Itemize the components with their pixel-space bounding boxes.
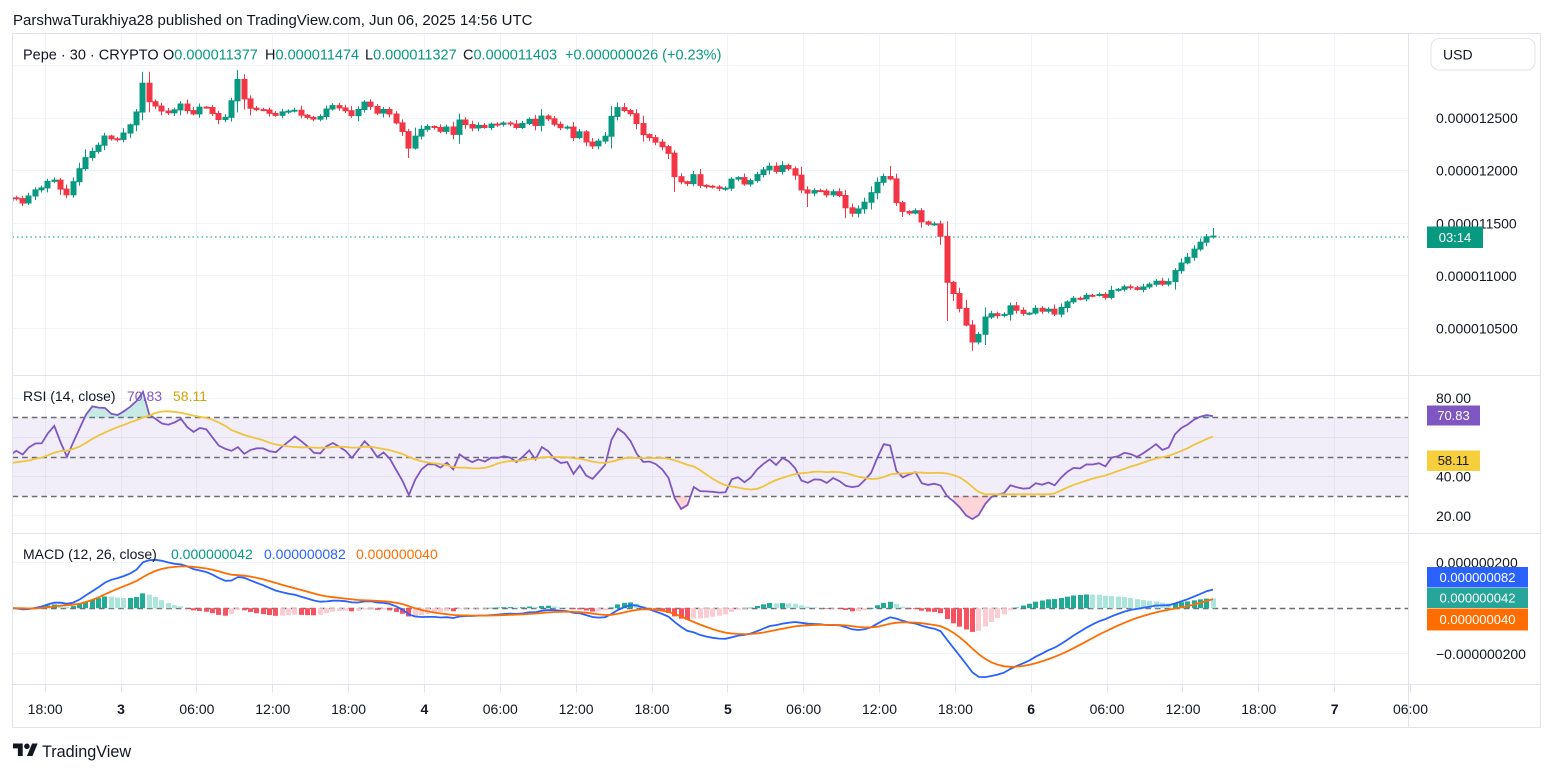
svg-text:0.000000042: 0.000000042: [1440, 591, 1516, 606]
svg-text:4: 4: [421, 701, 429, 717]
svg-text:6: 6: [1027, 701, 1035, 717]
svg-text:0.000011000: 0.000011000: [1436, 268, 1517, 284]
svg-text:USD: USD: [1443, 47, 1473, 63]
svg-text:18:00: 18:00: [28, 701, 63, 717]
svg-text:12:00: 12:00: [559, 701, 594, 717]
svg-text:0.000000082: 0.000000082: [1440, 570, 1516, 585]
svg-text:3: 3: [117, 701, 125, 717]
svg-text:12:00: 12:00: [255, 701, 290, 717]
svg-text:18:00: 18:00: [938, 701, 973, 717]
svg-text:06:00: 06:00: [483, 701, 518, 717]
svg-text:40.00: 40.00: [1436, 469, 1471, 485]
svg-text:TradingView: TradingView: [42, 743, 131, 761]
svg-text:MACD (12, 26, close)0.00000004: MACD (12, 26, close) 0.000000042 0.0000000…: [23, 546, 438, 562]
svg-text:06:00: 06:00: [179, 701, 214, 717]
svg-text:80.00: 80.00: [1436, 390, 1471, 406]
svg-text:20.00: 20.00: [1436, 508, 1471, 524]
svg-text:0.000012000: 0.000012000: [1436, 163, 1518, 179]
svg-text:03:14: 03:14: [1439, 230, 1472, 245]
svg-text:12:00: 12:00: [862, 701, 897, 717]
svg-text:18:00: 18:00: [1241, 701, 1276, 717]
svg-text:0.000000040: 0.000000040: [1440, 612, 1516, 627]
svg-text:−0.000000200: −0.000000200: [1436, 646, 1526, 662]
svg-text:7: 7: [1331, 701, 1339, 717]
svg-text:18:00: 18:00: [331, 701, 366, 717]
svg-text:18:00: 18:00: [634, 701, 669, 717]
svg-text:0.000012500: 0.000012500: [1436, 110, 1518, 126]
svg-text:58.11: 58.11: [1438, 453, 1470, 468]
svg-text:ParshwaTurakhiya28 published o: ParshwaTurakhiya28 published on TradingV…: [13, 12, 533, 29]
svg-text:06:00: 06:00: [1393, 701, 1428, 717]
svg-text:70.83: 70.83: [1437, 408, 1470, 423]
svg-text:0.000000200: 0.000000200: [1436, 555, 1518, 571]
svg-text:5: 5: [724, 701, 732, 717]
svg-text:0.000010500: 0.000010500: [1436, 321, 1518, 337]
svg-text:06:00: 06:00: [1090, 701, 1125, 717]
svg-text:06:00: 06:00: [786, 701, 821, 717]
svg-text:12:00: 12:00: [1165, 701, 1200, 717]
